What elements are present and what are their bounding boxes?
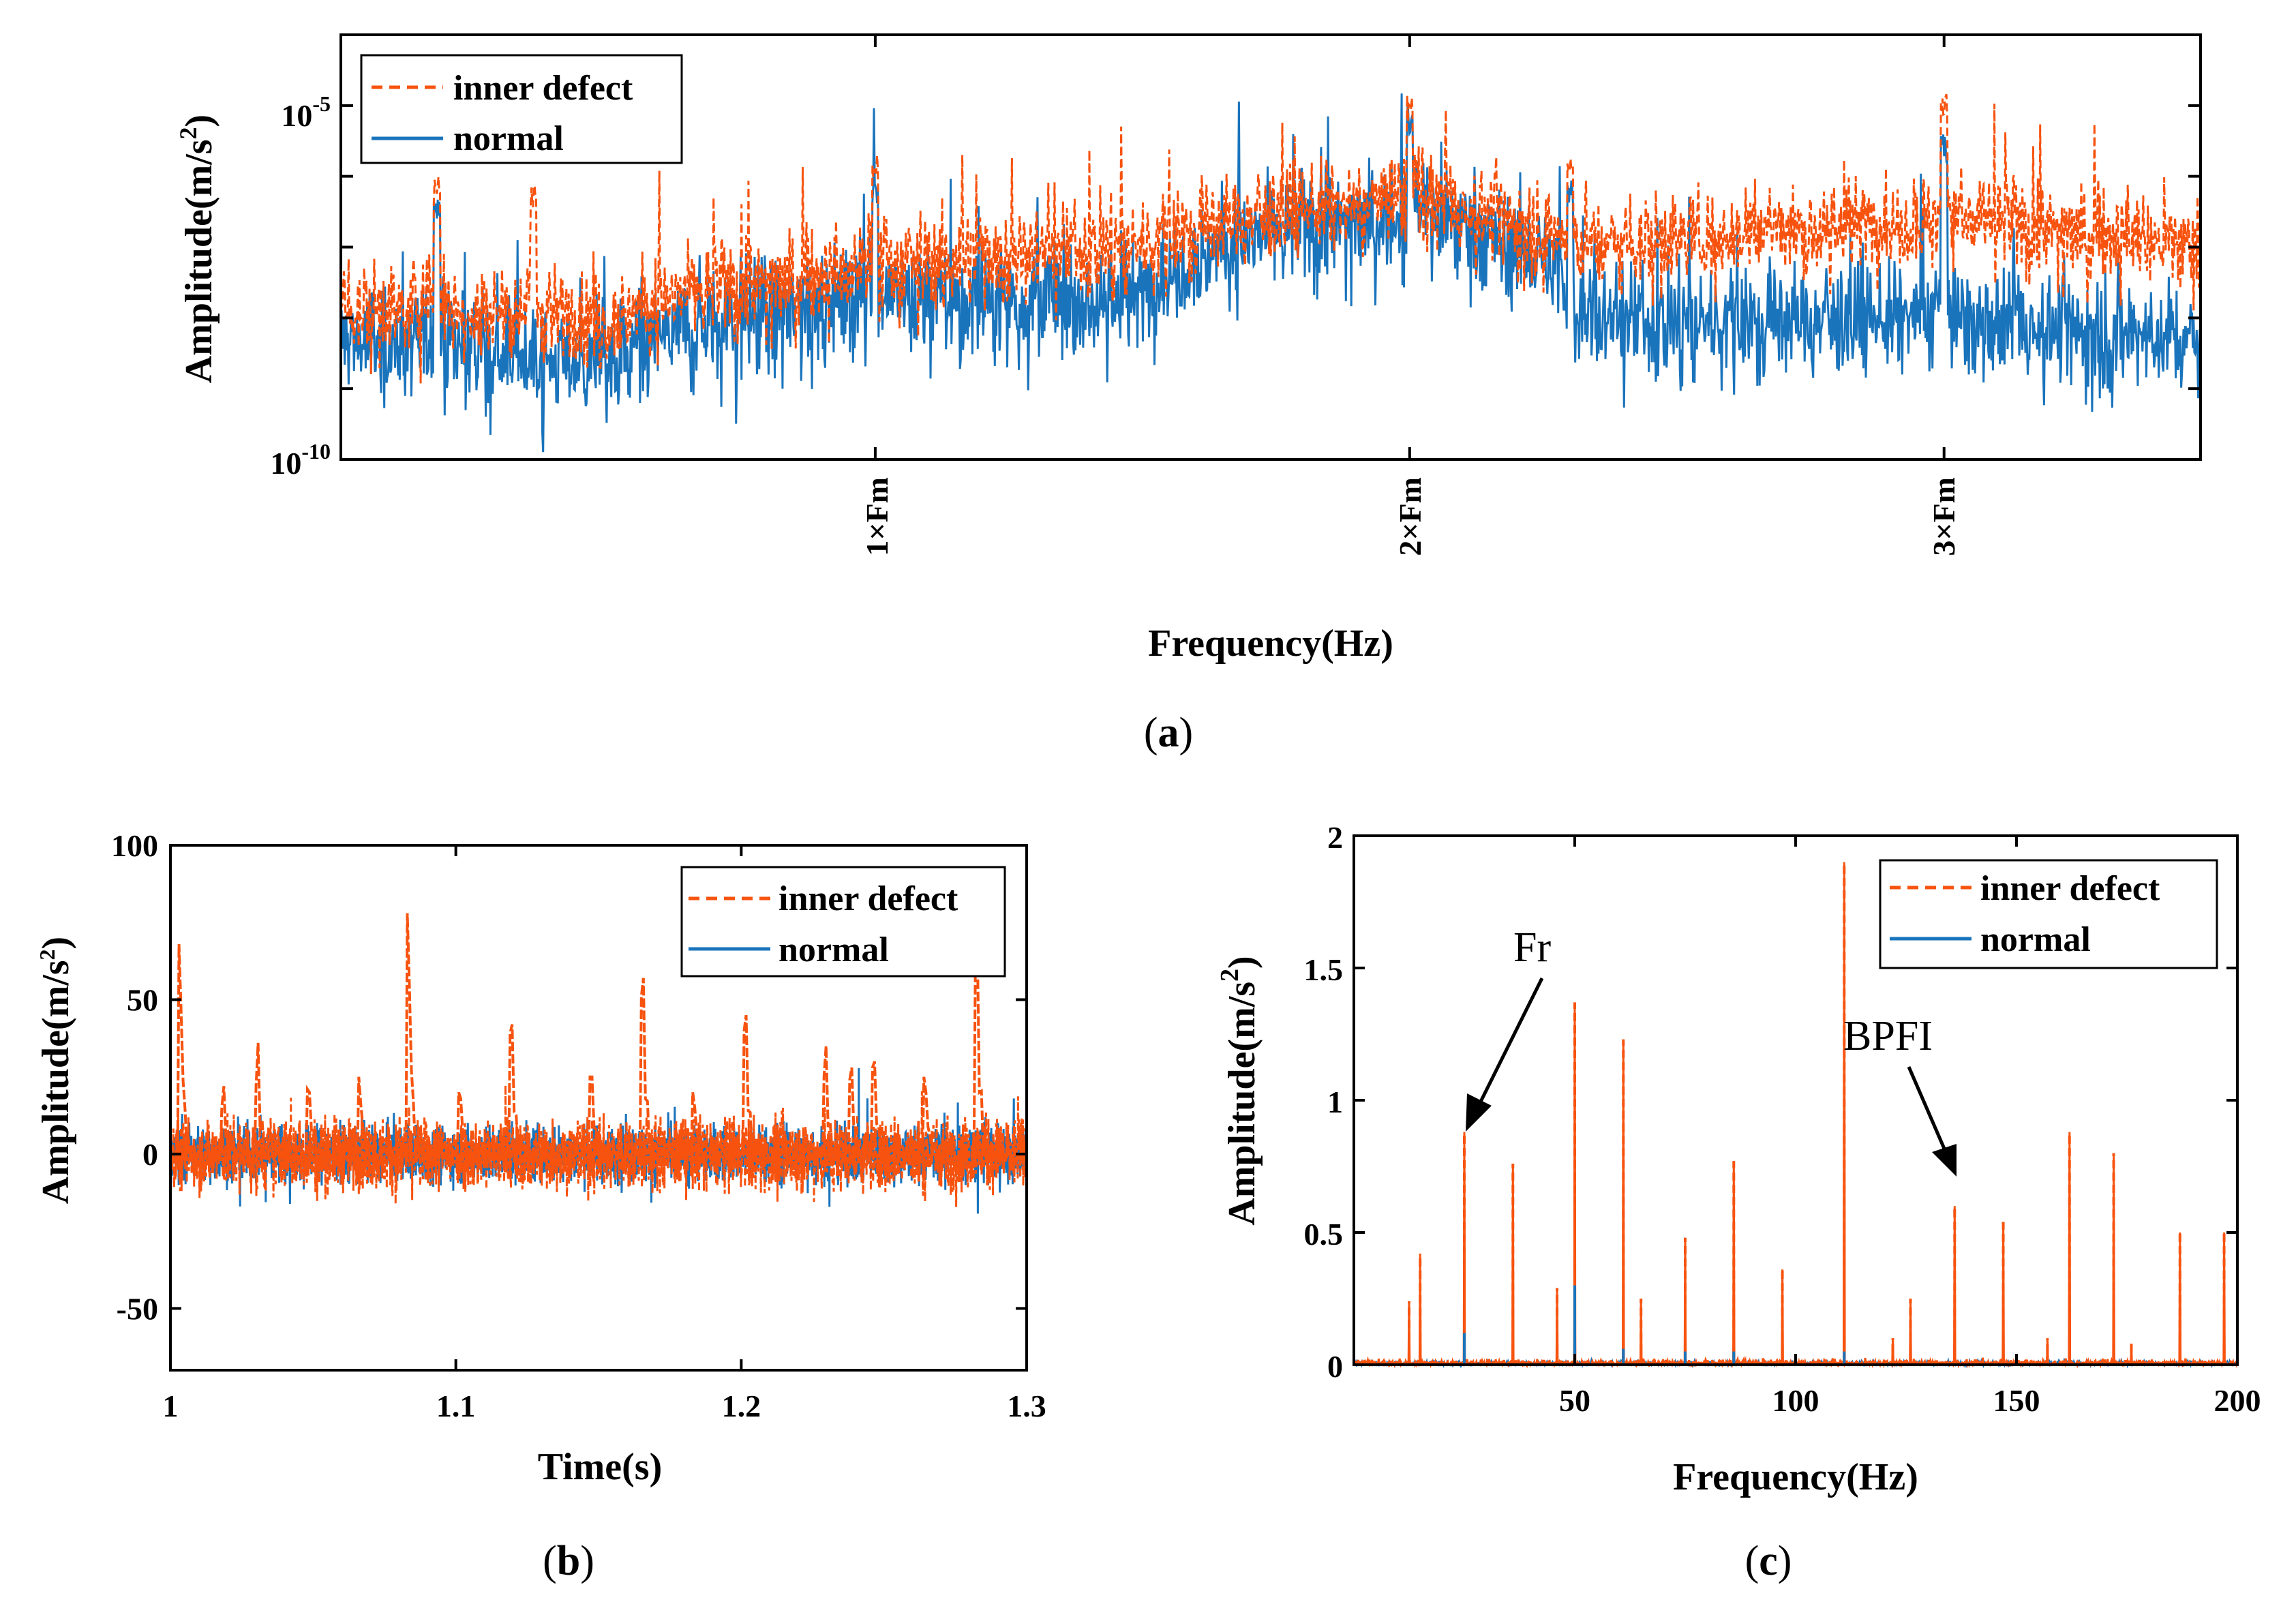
panel-b-series (169, 913, 1028, 1214)
panel-b-impulse (356, 1076, 369, 1155)
panel-a-inner-defect-line (339, 93, 2202, 384)
panel-a: 10-5 10-10 1×Fm 2×Fm 3×Fm Amplitude(m/s2… (175, 33, 2202, 756)
panel-c-legend-normal-label: normal (1980, 920, 2091, 959)
panel-a-xtick-3fm: 3×Fm (1927, 477, 1961, 556)
panel-a-tick-marks (341, 33, 2201, 461)
panel-c-legend-inner-label: inner defect (1980, 869, 2160, 908)
panel-b-impulse (253, 1042, 266, 1155)
panel-b-x-axis-label: Time(s) (538, 1446, 663, 1488)
panel-b-xtick-label: 1.3 (1007, 1389, 1046, 1423)
panel-b-impulse (821, 1046, 834, 1155)
panel-b-xtick-label: 1.2 (722, 1389, 761, 1423)
panel-c-ytick-label: 1 (1327, 1085, 1343, 1119)
panel-b-impulse (507, 1024, 520, 1155)
panel-a-legend-box (360, 54, 683, 164)
panel-c-x-axis-label: Frequency(Hz) (1673, 1456, 1918, 1498)
panel-b-impulse (176, 943, 189, 1155)
panel-b: -50 0 50 100 1 1.1 1.2 1.3 Amplitude(m/s2) Time… (35, 828, 1046, 1584)
panel-a-xtick-1fm: 1×Fm (860, 477, 894, 556)
panel-b-impulse (847, 1067, 860, 1155)
panel-a-x-axis-label: Frequency(Hz) (1148, 622, 1393, 665)
panel-c-legend: inner defect normal (1879, 859, 2218, 969)
panel-b-legend-normal-label: normal (779, 930, 889, 969)
panel-a-y-axis-label: Amplitude(m/s2) (175, 115, 220, 383)
panel-b-ticks: -50 0 50 100 1 1.1 1.2 1.3 (111, 828, 1046, 1423)
panel-c-annotation-fr-arrow (1466, 977, 1544, 1132)
panel-a-legend: inner defect normal (360, 54, 683, 164)
panel-b-impulse (741, 1014, 754, 1155)
panel-b-impulse (921, 1076, 934, 1155)
panel-b-caption: (b) (543, 1538, 594, 1584)
panel-b-impulse (638, 978, 651, 1155)
panel-a-legend-inner-label: inner defect (453, 69, 633, 108)
panel-c: 0 0.5 1 1.5 2 50 100 150 200 Amplitude(m/s2) Fre… (1215, 820, 2261, 1584)
panel-b-ytick-label: 100 (111, 828, 158, 863)
panel-c-y-axis-label: Amplitude(m/s2) (1215, 956, 1263, 1225)
panel-b-impulse (972, 943, 985, 1155)
panel-b-xtick-label: 1.1 (436, 1389, 476, 1423)
panel-a-series (339, 93, 2202, 453)
panel-b-legend-box (680, 866, 1006, 978)
panel-b-y-axis-label: Amplitude(m/s2) (35, 937, 77, 1204)
panel-a-xtick-2fm: 2×Fm (1393, 477, 1428, 556)
panel-c-annotation-bpfi-arrow (1907, 1066, 1957, 1177)
panel-b-ytick-label: 0 (142, 1137, 158, 1172)
panel-a-ytick-high: 10-5 (281, 91, 331, 133)
panel-c-ytick-label: 1.5 (1304, 952, 1344, 987)
panel-a-caption: (a) (1144, 710, 1193, 756)
panel-a-legend-normal-label: normal (453, 119, 564, 158)
panel-b-legend-inner-label: inner defect (779, 879, 958, 918)
panel-b-impulse (304, 1085, 317, 1155)
panel-b-impulse (587, 1075, 600, 1155)
panel-c-xtick-label: 150 (1993, 1383, 2040, 1418)
panel-c-ticks: 0 0.5 1 1.5 2 50 100 150 200 (1304, 820, 2261, 1418)
panel-c-annotation-fr: Fr (1513, 924, 1551, 971)
panel-b-xtick-label: 1 (163, 1389, 179, 1423)
panel-c-caption: (c) (1745, 1538, 1792, 1584)
panel-c-annotation-bpfi: BPFI (1843, 1013, 1933, 1059)
panel-c-ytick-label: 0.5 (1304, 1217, 1344, 1252)
panel-b-impulse (404, 913, 417, 1155)
panel-c-ytick-label: 0 (1327, 1349, 1343, 1384)
panel-c-xtick-label: 100 (1772, 1383, 1819, 1418)
panel-c-xtick-label: 50 (1559, 1383, 1590, 1418)
panel-b-ytick-label: -50 (117, 1291, 158, 1326)
panel-b-impulse (690, 1092, 703, 1155)
panel-b-impulse (219, 1086, 232, 1155)
panel-b-impulse (455, 1091, 468, 1155)
panel-c-xtick-label: 200 (2214, 1383, 2261, 1418)
panel-b-impulse (869, 1061, 882, 1155)
panel-c-ytick-label: 2 (1327, 820, 1343, 855)
panel-b-ytick-label: 50 (127, 982, 158, 1017)
panel-b-inner-defect-line (169, 1085, 1028, 1207)
panel-b-axes-box (169, 844, 1028, 1372)
panel-a-ytick-low: 10-10 (270, 439, 331, 481)
panel-c-legend-box (1879, 859, 2218, 969)
panel-b-legend: inner defect normal (680, 866, 1006, 978)
